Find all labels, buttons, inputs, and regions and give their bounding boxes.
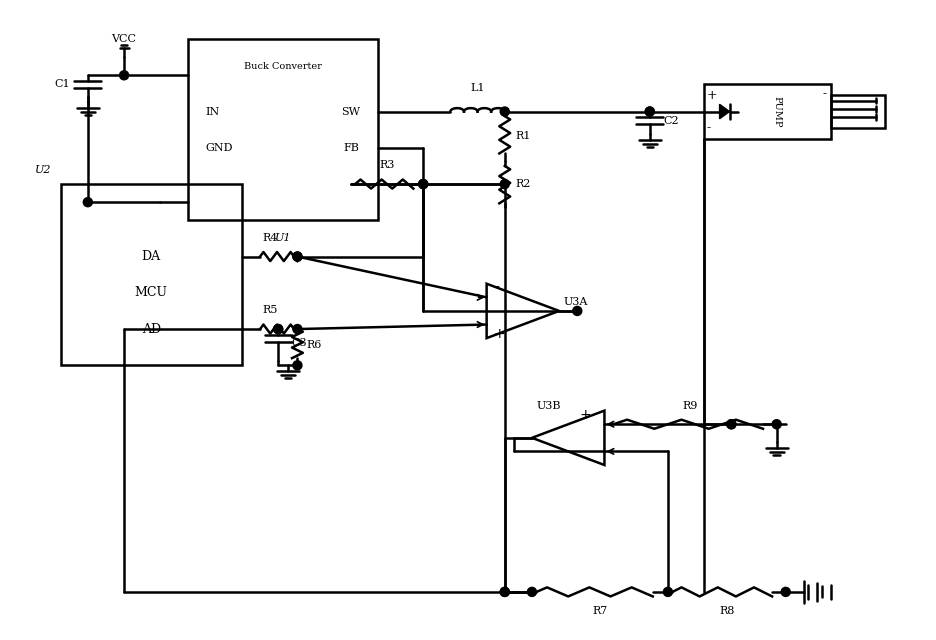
Circle shape (572, 307, 581, 316)
Circle shape (645, 107, 653, 116)
Circle shape (293, 252, 301, 261)
Circle shape (781, 588, 789, 596)
Text: R3: R3 (379, 161, 394, 170)
Polygon shape (719, 104, 729, 119)
Circle shape (500, 179, 509, 189)
Circle shape (771, 420, 781, 429)
Text: U1: U1 (274, 234, 291, 243)
Text: R6: R6 (306, 340, 322, 350)
Circle shape (293, 252, 301, 261)
Text: C1: C1 (54, 79, 69, 90)
Text: R2: R2 (515, 179, 531, 189)
Text: +: + (493, 327, 505, 341)
Text: +: + (578, 408, 591, 422)
Circle shape (500, 107, 509, 116)
Text: -: - (493, 280, 498, 294)
Circle shape (418, 179, 427, 189)
Text: U3A: U3A (563, 297, 588, 307)
Text: R8: R8 (718, 605, 734, 616)
Text: R1: R1 (515, 131, 531, 141)
Text: U2: U2 (35, 165, 51, 175)
Circle shape (645, 107, 653, 116)
Text: Buck Converter: Buck Converter (243, 61, 321, 71)
Text: GND: GND (205, 143, 233, 153)
Text: R4: R4 (262, 233, 277, 243)
Circle shape (293, 361, 301, 370)
Text: MCU: MCU (135, 286, 168, 300)
Circle shape (527, 588, 536, 596)
Circle shape (663, 588, 672, 596)
Text: SW: SW (341, 106, 359, 116)
Text: L1: L1 (470, 83, 484, 93)
Circle shape (500, 588, 509, 596)
Text: C3: C3 (291, 338, 307, 348)
Circle shape (273, 324, 283, 333)
Text: PUMP: PUMP (771, 96, 781, 127)
Text: DA: DA (141, 250, 161, 263)
Circle shape (726, 420, 735, 429)
Circle shape (83, 198, 93, 207)
Circle shape (726, 420, 735, 429)
Text: +: + (706, 89, 717, 102)
Text: U3B: U3B (536, 401, 561, 411)
Text: -: - (822, 87, 826, 100)
Text: R9: R9 (682, 401, 697, 411)
Text: IN: IN (205, 106, 220, 116)
Text: -: - (585, 454, 591, 468)
Text: C2: C2 (663, 116, 679, 125)
Text: R7: R7 (592, 605, 607, 616)
Circle shape (293, 324, 301, 333)
Text: -: - (706, 121, 710, 134)
Text: R5: R5 (262, 305, 277, 316)
Text: VCC: VCC (111, 33, 137, 44)
Circle shape (273, 324, 283, 333)
Circle shape (120, 71, 128, 80)
Text: FB: FB (344, 143, 359, 153)
Circle shape (418, 179, 427, 189)
Text: AD: AD (141, 323, 161, 335)
Circle shape (500, 588, 509, 596)
